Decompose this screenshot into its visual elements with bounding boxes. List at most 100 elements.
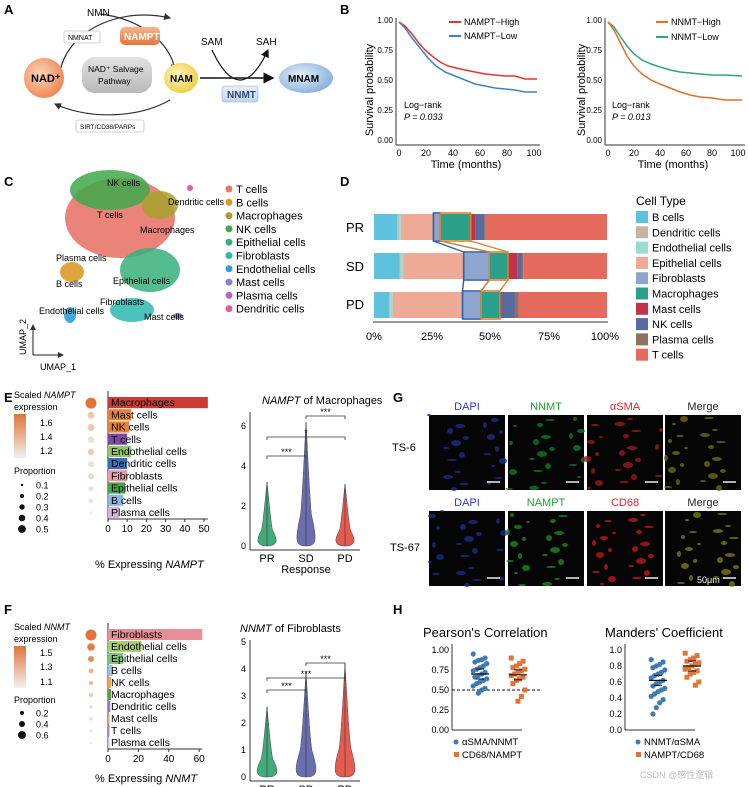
stack-segment: [398, 214, 401, 240]
umap-legend-label: NK cells: [236, 224, 277, 236]
micrograph-texture: [623, 462, 633, 468]
h2-legend-swatch-0: [635, 739, 641, 745]
d-legend-swatch: [636, 318, 648, 331]
micrograph-texture: [491, 418, 499, 422]
bar: [108, 689, 112, 700]
stack-connector: [440, 240, 490, 253]
micrograph-texture: [483, 422, 487, 428]
panel-b-survival: Survival probability 0.00 0.25 0.50 0.75…: [364, 16, 746, 171]
umap-label: B cells: [56, 279, 83, 289]
stack-connector: [480, 279, 490, 292]
micrograph-nampt-image: [508, 511, 584, 586]
g-channel-label: DAPI: [454, 497, 480, 509]
h-data-point: [512, 671, 518, 677]
e-scale-ticks: 1.6 1.4 1.2: [40, 418, 53, 456]
d-legend-swatch: [636, 302, 648, 315]
d-legend-label: Macrophages: [652, 289, 719, 301]
micrograph-texture: [713, 576, 719, 578]
h-data-point: [694, 668, 700, 674]
bar-xtick: 10: [122, 524, 134, 535]
umap-cluster-endo: [64, 307, 76, 323]
violin-category: PR: [259, 784, 274, 787]
micrograph-texture: [468, 567, 474, 569]
micrograph-texture: [443, 475, 453, 479]
d-legend-swatch: [636, 211, 648, 223]
e-violin-title: NAMPT of Macrophages: [262, 395, 383, 407]
micrograph-texture: [713, 529, 723, 533]
micrograph-texture: [518, 584, 526, 586]
d-xtick: 100%: [591, 331, 619, 343]
km1-ytick: 1.00: [377, 16, 393, 25]
significance-mark: ***: [301, 669, 312, 679]
h-data-point: [648, 675, 654, 681]
micrograph-texture: [704, 461, 710, 467]
micrograph-texture: [459, 483, 469, 485]
expression-dot: [87, 643, 95, 651]
bar: [108, 737, 110, 748]
micrograph-texture: [672, 423, 676, 425]
micrograph-texture: [541, 435, 551, 439]
h-ytick: 0.75: [431, 665, 449, 675]
g-scale-label: 50μm: [697, 575, 720, 585]
micrograph-texture: [628, 565, 634, 567]
umap-legend-label: T cells: [236, 184, 268, 196]
micrograph-texture: [495, 477, 503, 479]
micrograph-texture: [432, 573, 440, 575]
micrograph-texture: [600, 536, 608, 540]
micrograph-texture: [460, 524, 466, 530]
km1-legend-low: NAMPT−Low: [464, 31, 518, 41]
panel-label-f: F: [4, 602, 12, 617]
umap-legend-label: Epithelial cells: [236, 237, 306, 249]
micrograph-texture: [664, 455, 668, 461]
umap-legend-swatch: [225, 265, 233, 273]
g-image-grid: DAPI NNMT αSMA Merge DAPI NAMPT CD68 Merge: [427, 401, 741, 587]
umap-label: NK cells: [107, 178, 141, 188]
micrograph-texture: [640, 542, 650, 546]
micrograph-texture: [676, 435, 684, 437]
proportion-dot: [20, 711, 24, 715]
expression-dot: [88, 668, 94, 674]
proportion-dot: [20, 494, 24, 498]
umap-label: T cells: [97, 210, 123, 220]
h-data-point: [522, 666, 528, 672]
violin-ytick: 4: [241, 664, 246, 674]
h-data-point: [686, 665, 692, 671]
micrograph-texture: [608, 548, 612, 552]
stack-segment: [475, 214, 485, 240]
micrograph-texture: [635, 458, 641, 462]
bar: [108, 409, 132, 421]
micrograph-texture: [595, 452, 599, 456]
bar-xtick: 20: [141, 524, 153, 535]
micrograph-texture: [554, 531, 564, 535]
micrograph-texture: [640, 514, 646, 516]
d-legend-label: Dendritic cells: [652, 227, 721, 239]
micrograph-texture: [509, 441, 513, 445]
nmnat-label: NMNAT: [68, 35, 93, 42]
stack-connector: [461, 279, 465, 292]
stack-segment: [514, 292, 519, 318]
expression-dot: [88, 485, 94, 492]
h-data-point: [470, 668, 476, 674]
bar-label: T cells: [111, 725, 141, 737]
umap-x-label: UMAP_1: [40, 362, 76, 372]
panel-label-g: G: [393, 390, 403, 405]
km2-pvalue: P = 0.013: [612, 112, 650, 122]
umap-legend-label: Dendritic cells: [236, 304, 305, 316]
panel-h: Pearson's Correlation Manders' Coefficie…: [423, 625, 723, 780]
micrograph-texture: [644, 570, 650, 576]
nampt-label: NAMPT: [124, 32, 160, 43]
expression-dot: [88, 498, 94, 504]
micrograph-texture: [427, 414, 431, 416]
micrograph-texture: [537, 423, 543, 427]
stack-segment: [523, 253, 607, 279]
violin-category: PR: [259, 553, 274, 565]
h-ytick: 1.0: [609, 645, 622, 655]
umap-legend-label: Fibroblasts: [236, 251, 290, 263]
micrograph-texture: [463, 436, 469, 440]
micrograph-texture: [428, 514, 436, 518]
micrograph-texture: [518, 553, 522, 559]
stack-segment: [374, 253, 400, 279]
micrograph-cd68-image: [587, 511, 663, 586]
bar-xtick: 0: [105, 524, 111, 535]
micrograph-texture: [725, 553, 735, 557]
